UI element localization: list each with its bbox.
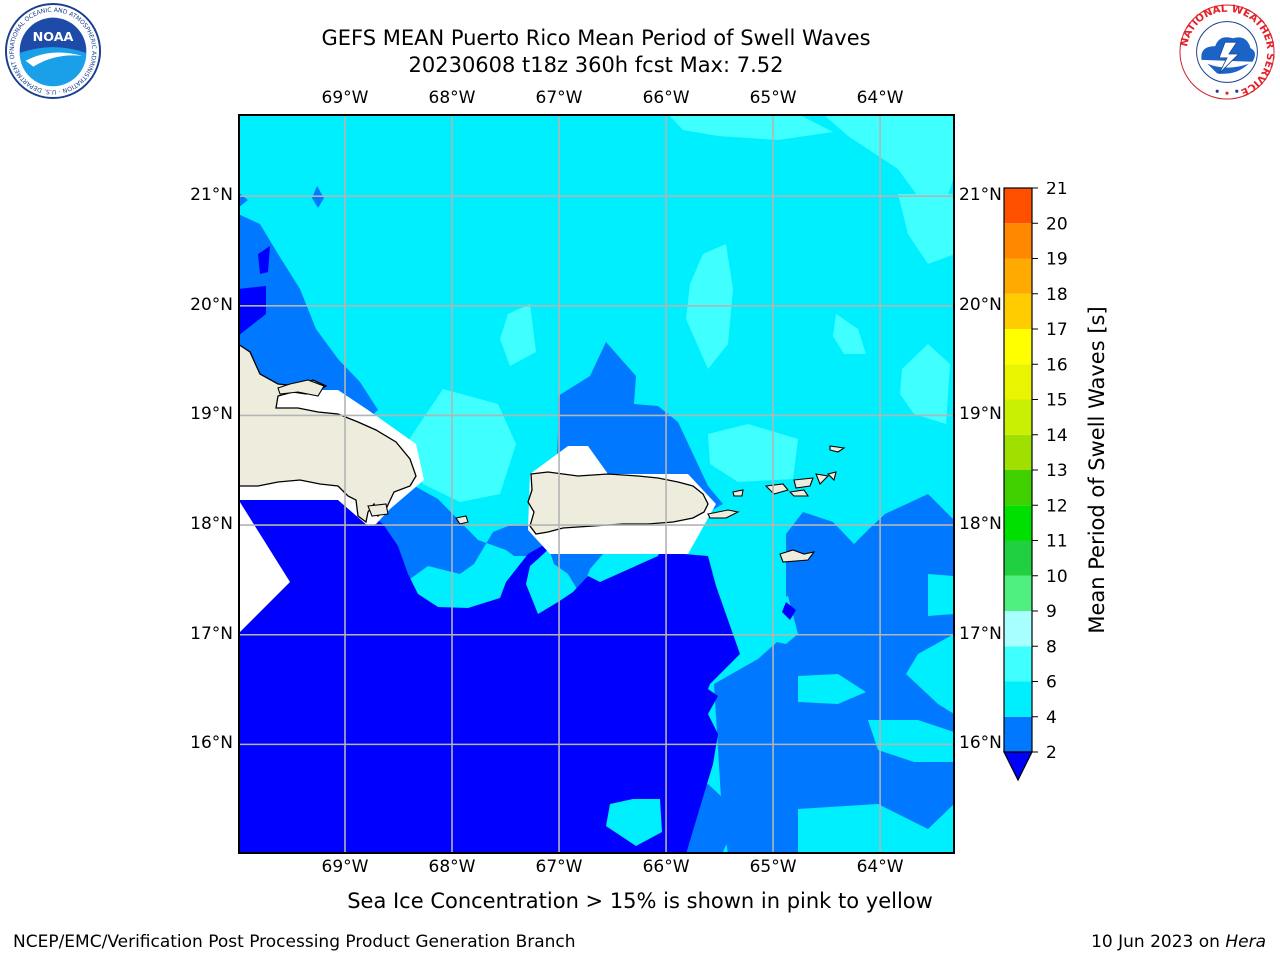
lat-tick-label: 16°N bbox=[959, 733, 1002, 754]
colorbar-segment bbox=[1004, 575, 1032, 611]
colorbar-tick-label: 16 bbox=[1046, 355, 1068, 375]
lon-tick-label: 67°W bbox=[535, 88, 583, 108]
lon-tick-label: 69°W bbox=[321, 857, 369, 877]
mona-island bbox=[455, 515, 469, 525]
colorbar-segment bbox=[1004, 399, 1032, 435]
colorbar-segment bbox=[1004, 258, 1032, 294]
chart-title: GEFS MEAN Puerto Rico Mean Period of Swe… bbox=[321, 26, 871, 50]
noaa-logo: NATIONAL OCEANIC AND ATMOSPHERIC ADMINIS… bbox=[4, 2, 102, 100]
colorbar-segment bbox=[1004, 293, 1032, 329]
colorbar-tick-label: 4 bbox=[1046, 708, 1057, 728]
colorbar-tick-label: 18 bbox=[1046, 285, 1068, 305]
lat-tick-label: 17°N bbox=[959, 623, 1002, 644]
colorbar: 2 4 6 8 9 10 11 12 13 14 15 16 17 18 19 20 21 bbox=[1003, 182, 1068, 782]
colorbar-label: Mean Period of Swell Waves [s] bbox=[1085, 306, 1109, 634]
colorbar-tick-label: 17 bbox=[1046, 320, 1068, 340]
lon-tick-label: 65°W bbox=[749, 857, 797, 877]
colorbar-segment bbox=[1004, 364, 1032, 400]
lat-tick-label: 19°N bbox=[190, 404, 233, 425]
colorbar-segment bbox=[1004, 223, 1032, 259]
virgin-islands bbox=[707, 445, 846, 563]
colorbar-tick-label: 14 bbox=[1046, 426, 1068, 446]
colorbar-tick-label: 21 bbox=[1046, 182, 1068, 199]
lon-tick-label: 68°W bbox=[428, 857, 476, 877]
footer-date: 10 Jun 2023 on bbox=[1091, 932, 1226, 952]
lat-tick-label: 21°N bbox=[959, 185, 1002, 206]
colorbar-segment bbox=[1004, 681, 1032, 717]
graticule bbox=[238, 114, 954, 853]
footer-machine: Hera bbox=[1225, 932, 1266, 952]
colorbar-segment bbox=[1004, 716, 1032, 752]
contour-speck bbox=[782, 602, 796, 620]
hispaniola-bay bbox=[277, 379, 325, 397]
footer-left: NCEP/EMC/Verification Post Processing Pr… bbox=[13, 932, 576, 952]
lon-tick-label: 69°W bbox=[321, 88, 369, 108]
chart-subtitle: 20230608 t18z 360h fcst Max: 7.52 bbox=[408, 53, 784, 77]
colorbar-tick-label: 12 bbox=[1046, 496, 1068, 516]
colorbar-tick-label: 2 bbox=[1046, 743, 1057, 763]
colorbar-tick-label: 9 bbox=[1046, 602, 1057, 622]
lat-tick-label: 18°N bbox=[190, 514, 233, 535]
colorbar-tick-label: 10 bbox=[1046, 567, 1068, 587]
lon-tick-label: 66°W bbox=[642, 857, 690, 877]
colorbar-segment bbox=[1004, 434, 1032, 470]
puerto-rico-land bbox=[527, 471, 709, 535]
lat-tick-label: 20°N bbox=[959, 294, 1002, 315]
lat-tick-label: 16°N bbox=[190, 733, 233, 754]
colorbar-segment bbox=[1004, 611, 1032, 647]
lat-tick-label: 21°N bbox=[190, 185, 233, 206]
lon-tick-label: 64°W bbox=[856, 857, 904, 877]
nws-logo: NATIONAL WEATHER SERVICE bbox=[1178, 3, 1276, 100]
lon-tick-label: 66°W bbox=[642, 88, 690, 108]
colorbar-segment bbox=[1004, 329, 1032, 365]
colorbar-tick-label: 6 bbox=[1046, 673, 1057, 693]
colorbar-tick-label: 19 bbox=[1046, 250, 1068, 270]
lon-tick-label: 68°W bbox=[428, 88, 476, 108]
noaa-logo-text: NOAA bbox=[33, 30, 74, 45]
lat-tick-label: 20°N bbox=[190, 294, 233, 315]
colorbar-segment bbox=[1004, 646, 1032, 682]
contour-4-6-islands bbox=[606, 574, 954, 853]
colorbar-tick-label: 13 bbox=[1046, 461, 1068, 481]
lat-tick-label: 18°N bbox=[959, 514, 1002, 535]
lon-tick-label: 65°W bbox=[749, 88, 797, 108]
lon-tick-label: 67°W bbox=[535, 857, 583, 877]
colorbar-tick-label: 8 bbox=[1046, 637, 1057, 657]
swell-period-map bbox=[238, 114, 955, 854]
colorbar-segment bbox=[1004, 188, 1032, 224]
map-frame bbox=[238, 114, 955, 854]
lat-tick-label: 19°N bbox=[959, 404, 1002, 425]
lon-tick-label: 64°W bbox=[856, 88, 904, 108]
colorbar-segment bbox=[1004, 505, 1032, 541]
lat-tick-label: 17°N bbox=[190, 623, 233, 644]
colorbar-segment bbox=[1004, 470, 1032, 506]
colorbar-tick-label: 20 bbox=[1046, 214, 1068, 234]
colorbar-tick-label: 11 bbox=[1046, 532, 1068, 552]
caption: Sea Ice Concentration > 15% is shown in … bbox=[347, 889, 933, 913]
colorbar-extend-min bbox=[1003, 751, 1033, 782]
hispaniola-cay bbox=[367, 503, 389, 517]
footer-right: 10 Jun 2023 on Hera bbox=[1091, 932, 1266, 952]
colorbar-segment bbox=[1004, 540, 1032, 576]
contour-speck bbox=[258, 246, 270, 274]
colorbar-tick-label: 15 bbox=[1046, 391, 1068, 411]
